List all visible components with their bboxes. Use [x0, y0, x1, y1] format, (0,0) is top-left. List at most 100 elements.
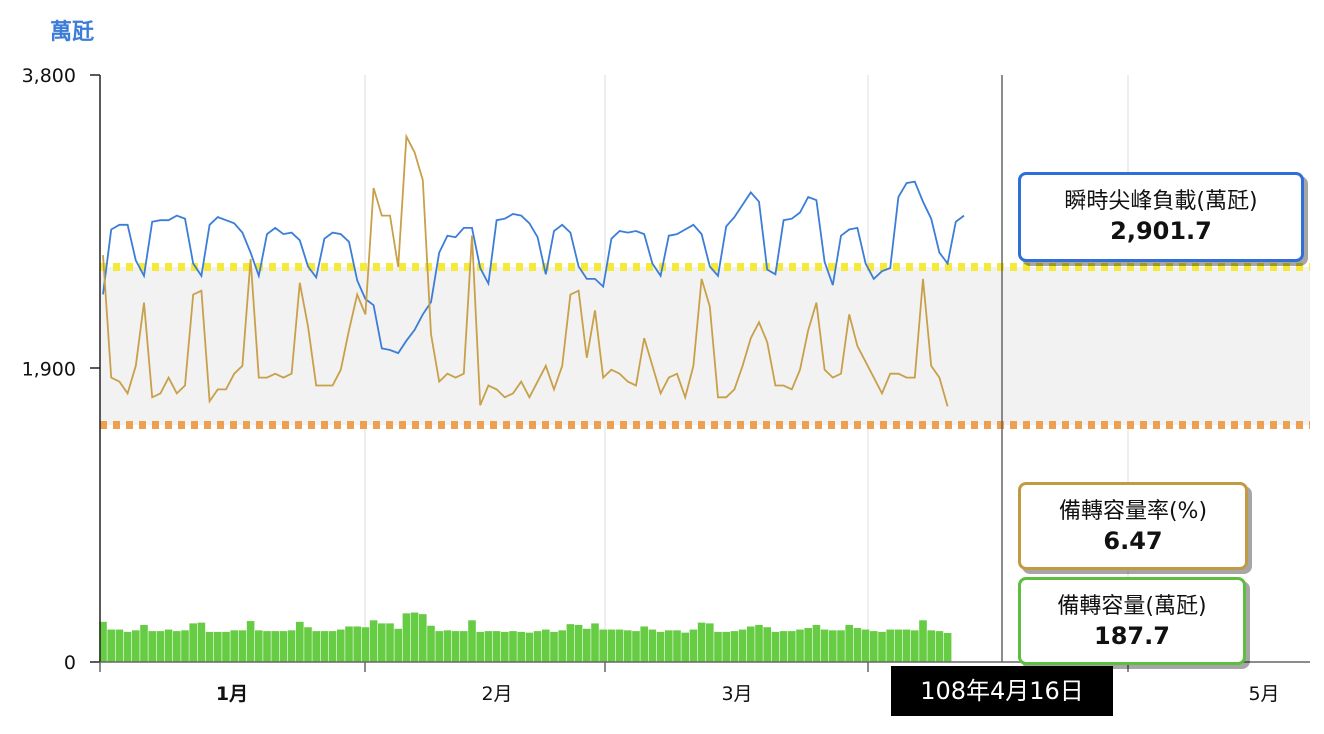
bar-27 — [320, 631, 329, 662]
bar-103 — [943, 633, 952, 662]
x-tick-labels: 1月 2月 3月 5月 — [216, 683, 1280, 705]
bar-43 — [451, 631, 460, 662]
bar-65 — [632, 631, 640, 662]
bar-102 — [935, 631, 944, 662]
bar-34 — [378, 623, 386, 662]
reserve-rate-line — [102, 133, 949, 407]
x-tick-label-3: 5月 — [1248, 683, 1279, 705]
bar-13 — [205, 631, 214, 662]
bar-39 — [419, 614, 427, 662]
bar-8 — [164, 629, 173, 662]
bar-85 — [796, 629, 804, 662]
bar-36 — [394, 628, 402, 662]
bar-100 — [919, 620, 927, 662]
y-tick-label-2: 3,800 — [22, 65, 76, 87]
bar-81 — [763, 627, 771, 662]
bar-4 — [132, 630, 140, 662]
bar-0 — [99, 621, 107, 662]
bar-61 — [599, 629, 607, 662]
bar-77 — [730, 631, 739, 662]
bar-1 — [107, 629, 115, 662]
x-tick-label-1: 2月 — [481, 683, 512, 705]
bar-21 — [271, 631, 279, 662]
bar-33 — [369, 620, 378, 662]
bar-52 — [525, 632, 534, 662]
bar-48 — [492, 631, 501, 662]
bar-74 — [706, 623, 714, 662]
y-tick-label-0: 0 — [64, 652, 76, 674]
y-tick-label-1: 1,900 — [22, 359, 76, 381]
bar-94 — [870, 631, 878, 662]
bar-87 — [812, 624, 821, 662]
bar-3 — [123, 631, 132, 662]
bar-59 — [583, 628, 591, 662]
tooltip-reserve-capacity-value: 187.7 — [1094, 622, 1170, 650]
bar-37 — [402, 613, 411, 662]
bar-26 — [312, 631, 320, 662]
bar-5 — [140, 624, 148, 662]
bar-60 — [591, 623, 599, 662]
bar-6 — [148, 631, 156, 662]
bar-58 — [574, 624, 583, 662]
bar-78 — [738, 629, 747, 662]
bar-89 — [829, 630, 837, 662]
bar-50 — [509, 631, 517, 662]
tooltip-reserve-rate-label: 備轉容量率(%) — [1058, 499, 1208, 524]
x-tick-label-2: 3月 — [721, 683, 752, 705]
bar-51 — [517, 631, 525, 662]
bar-90 — [837, 630, 845, 662]
tooltip-reserve-rate: 備轉容量率(%) 6.47 — [1018, 482, 1248, 570]
bar-10 — [181, 630, 189, 662]
bar-47 — [484, 631, 493, 662]
bar-72 — [689, 629, 698, 662]
bar-22 — [279, 631, 288, 662]
bar-19 — [255, 630, 263, 662]
bar-32 — [361, 627, 370, 662]
reserve-capacity-bars — [99, 612, 952, 662]
bar-15 — [222, 631, 230, 662]
bar-23 — [287, 630, 296, 662]
bar-16 — [230, 630, 238, 662]
bar-79 — [747, 626, 755, 662]
bar-84 — [788, 631, 796, 662]
bar-11 — [189, 623, 197, 662]
bar-42 — [443, 630, 452, 662]
bar-82 — [771, 631, 780, 662]
bar-9 — [173, 631, 181, 662]
bar-24 — [296, 621, 304, 662]
bar-67 — [648, 629, 657, 662]
bar-2 — [115, 629, 124, 662]
bar-20 — [263, 631, 271, 662]
bar-57 — [566, 624, 575, 662]
hover-date-badge: 108年4月16日 — [891, 666, 1113, 716]
bar-99 — [911, 630, 919, 662]
bar-12 — [197, 622, 206, 662]
bar-14 — [214, 631, 222, 662]
bar-56 — [558, 630, 566, 662]
unit-label: 萬瓩 — [50, 20, 95, 45]
bar-63 — [615, 629, 624, 662]
bar-46 — [476, 631, 484, 662]
peak-load-line — [102, 180, 965, 355]
bar-31 — [353, 626, 361, 662]
tooltip-peak-load: 瞬時尖峰負載(萬瓩) 2,901.7 — [1018, 172, 1304, 262]
bar-18 — [246, 621, 255, 662]
bar-28 — [328, 631, 337, 662]
bar-83 — [779, 631, 788, 662]
bar-96 — [886, 629, 894, 662]
bar-70 — [673, 630, 681, 662]
bar-69 — [665, 630, 673, 662]
bar-97 — [894, 629, 903, 662]
bar-80 — [755, 624, 763, 662]
bar-68 — [656, 631, 665, 662]
bar-7 — [156, 631, 165, 662]
bar-49 — [501, 631, 509, 662]
bar-54 — [542, 629, 550, 662]
bar-92 — [853, 628, 862, 662]
tooltip-reserve-capacity-label: 備轉容量(萬瓩) — [1057, 594, 1207, 619]
bar-98 — [902, 629, 911, 662]
bar-40 — [427, 625, 435, 662]
bar-17 — [238, 630, 247, 662]
bar-66 — [640, 626, 648, 662]
